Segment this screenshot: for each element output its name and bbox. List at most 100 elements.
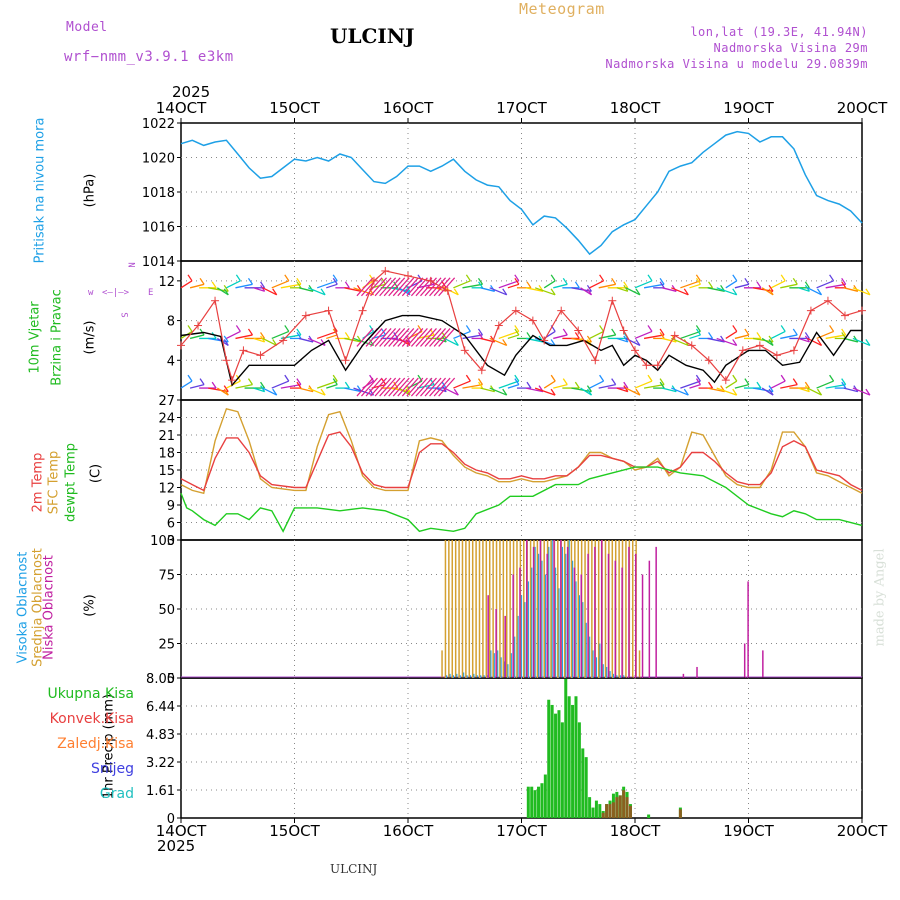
precip-total-bar [574, 696, 578, 818]
legend-frozen: Zaledj.Kisa [57, 736, 134, 752]
wind-barb-flag [647, 274, 653, 282]
wind-barb-flag [514, 274, 520, 282]
wind-barb-flag [502, 288, 508, 296]
wind-barb [761, 387, 774, 396]
precip-conv-bar [628, 805, 632, 818]
wind-barb-flag [344, 381, 350, 389]
temperature-ytick-label: 27 [158, 394, 175, 409]
wind-barb-flag [284, 374, 290, 382]
wind-barb [435, 337, 447, 343]
legend-total: Ukupna Kisa [47, 686, 134, 702]
wind-barb-flag [841, 381, 847, 389]
wind-barb [643, 334, 665, 340]
wind-barb [271, 280, 290, 289]
wind-barb [316, 380, 338, 389]
precip-total-bar [591, 807, 595, 818]
wind-barb-flag [744, 328, 750, 336]
wind-barb-strong [433, 277, 451, 297]
wind-barb-strong [438, 328, 456, 347]
precip-total-bar [533, 790, 537, 818]
wind-barb-strong [406, 328, 424, 347]
wind-barb-flag [841, 328, 847, 336]
wind-barb-strong [379, 328, 397, 347]
wind-barb [344, 287, 362, 292]
wind-barb [543, 280, 556, 289]
wind-barb-flag [647, 325, 653, 332]
precip-ytick-label: 3.22 [146, 756, 175, 771]
wind-barb [307, 387, 326, 396]
precip-total-bar [577, 722, 581, 818]
pressure-line [180, 130, 863, 256]
bottom-xtick-label: 16OCT [383, 822, 434, 840]
wind-barb [798, 337, 810, 343]
wind-barb [634, 330, 653, 340]
wind-barb-strong [365, 328, 383, 347]
wind-barb [807, 337, 822, 347]
wind-barb [498, 380, 520, 389]
wind-barb-flag [223, 335, 229, 343]
wind-barb-flag [199, 277, 205, 285]
wind-barb-strong [410, 377, 428, 397]
wind-barb-strong [365, 377, 383, 397]
top-xtick-label: 16OCT [383, 99, 434, 117]
wind-barb-flag [574, 281, 580, 289]
wind-barb-flag [829, 325, 835, 332]
wind-barb [262, 337, 278, 347]
wind-barb-strong [379, 377, 397, 397]
wind-barb-flag [223, 288, 229, 296]
wind-barb-flag [187, 325, 193, 332]
wind-barb-flag [659, 281, 665, 289]
precip-ytick-label: 6.44 [146, 700, 175, 715]
temperature-ytick-label: 6 [167, 517, 175, 532]
wind-barb [253, 387, 265, 393]
wind-speed-line [180, 314, 862, 387]
wind-barb [235, 283, 253, 289]
wind-barb-flag [223, 388, 229, 396]
wind-barb-strong [388, 377, 406, 397]
precip-total-bar [530, 786, 534, 818]
wind-barb-flag [260, 381, 266, 389]
wind-barb-strong [374, 377, 392, 397]
precip-ytick-label: 8.05 [146, 672, 175, 687]
wind-barb-flag [320, 288, 326, 296]
wind-barb-flag [647, 374, 653, 382]
wind-barb [843, 287, 858, 292]
precip-conv-bar [678, 809, 682, 818]
wind-barb-flag [659, 378, 665, 385]
meteogram-label: Meteogram [519, 0, 605, 18]
wind-barb [316, 330, 338, 340]
wind-barb-strong [365, 277, 383, 297]
wind-barb-strong [370, 377, 387, 397]
wind-barb-flag [574, 332, 580, 339]
wind-barb-flag [223, 339, 229, 346]
wind-barb-strong [438, 277, 456, 297]
wind-barb-flag [768, 385, 774, 392]
wind-barb [525, 337, 544, 343]
wind-barb-flag [768, 288, 774, 296]
wind-barb-flag [465, 374, 471, 382]
temperature-ytick-label: 12 [158, 482, 175, 497]
wind-barb-flag [477, 277, 484, 285]
wind-barb-flag [296, 281, 302, 289]
wind-barb [852, 387, 871, 396]
wind-barb [625, 287, 641, 296]
wind-barb [453, 380, 471, 389]
wind-barb-flag [332, 374, 338, 382]
wind-barb [707, 387, 725, 393]
wind-barb-strong [415, 328, 433, 347]
wind-barb [662, 337, 677, 343]
wind-barb-strong [433, 377, 451, 397]
wind-barb [707, 337, 725, 343]
wind-barb [262, 387, 278, 396]
wind-barb-flag [296, 378, 302, 385]
wind-barb-flag [695, 277, 702, 285]
wind-barb [843, 337, 858, 343]
wind-barb-flag [804, 381, 810, 389]
wind-barb-flag [708, 381, 714, 389]
wind-barb-flag [841, 277, 847, 285]
wind-barb-flag [550, 374, 556, 382]
wind-barb [444, 387, 459, 396]
wind-barb-flag [599, 374, 605, 382]
wind-barb-strong [388, 277, 406, 297]
wind-barb-flag [235, 274, 241, 282]
